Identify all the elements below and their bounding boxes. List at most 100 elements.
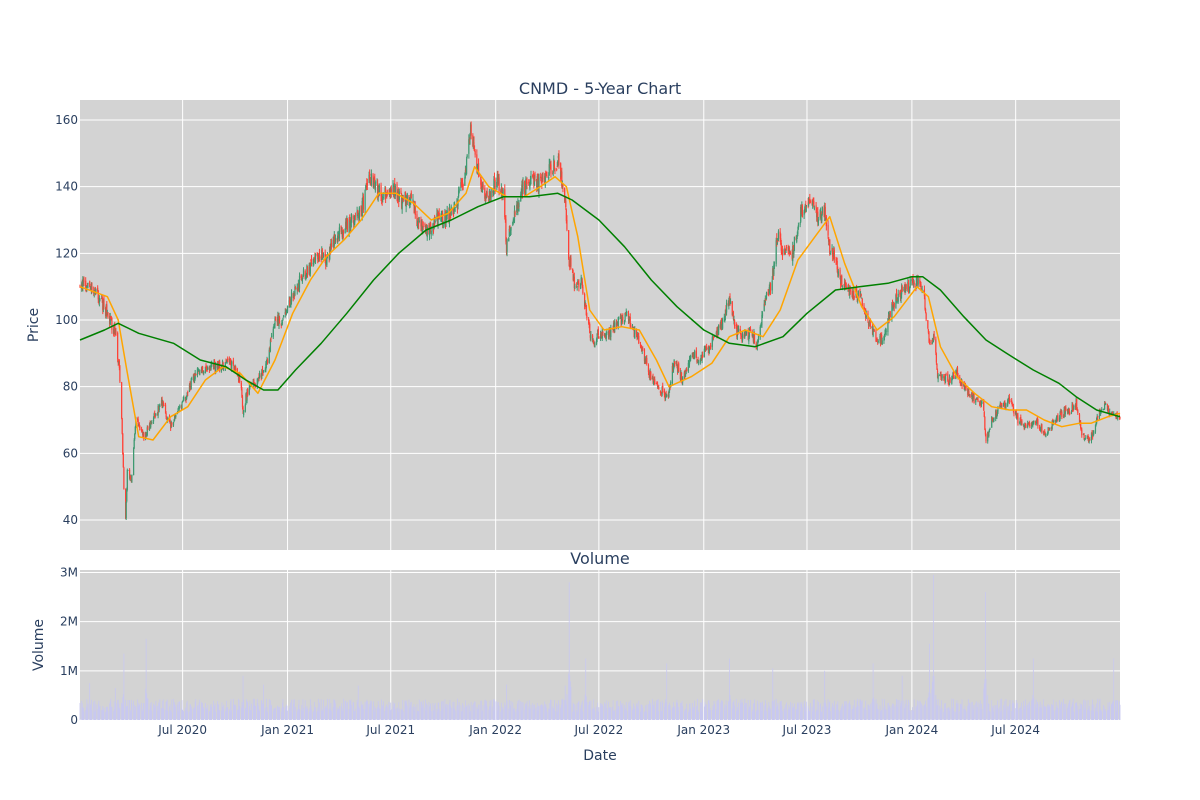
- chart-title: CNMD - 5-Year Chart: [519, 79, 681, 98]
- candle-body: [428, 229, 431, 236]
- volume-bar: [432, 703, 434, 720]
- volume-bar: [154, 706, 156, 720]
- candle-body: [853, 296, 855, 298]
- volume-bar: [660, 701, 661, 720]
- volume-bar: [157, 710, 159, 720]
- volume-bar: [448, 704, 450, 720]
- volume-bar: [641, 705, 643, 720]
- volume-bar: [953, 698, 954, 720]
- volume-bar: [877, 708, 879, 720]
- volume-bar: [983, 683, 985, 720]
- volume-bar: [1028, 708, 1030, 720]
- candle-body: [1027, 423, 1029, 424]
- volume-bar: [532, 703, 534, 720]
- volume-bar: [941, 708, 943, 720]
- volume-bar: [760, 703, 762, 720]
- volume-bar: [518, 710, 519, 720]
- volume-bar: [369, 706, 371, 720]
- volume-bar: [776, 705, 778, 720]
- volume-bar: [186, 702, 188, 720]
- volume-bar: [418, 699, 420, 720]
- candle-body: [469, 135, 471, 140]
- volume-bar: [239, 705, 241, 720]
- candle-body: [637, 335, 639, 339]
- volume-bar: [812, 711, 814, 720]
- volume-bar: [892, 709, 894, 720]
- candle-body: [789, 252, 792, 255]
- volume-bar: [206, 709, 208, 720]
- candle-body: [626, 312, 628, 314]
- price-y-tick-label: 140: [55, 180, 78, 194]
- candle-body: [941, 374, 943, 379]
- candle-body: [452, 208, 454, 211]
- volume-bar: [366, 699, 368, 720]
- volume-bar: [174, 702, 176, 720]
- candle-body: [1082, 433, 1085, 436]
- candle-body: [895, 294, 897, 309]
- candle-body: [691, 353, 693, 355]
- candle-body: [492, 190, 494, 196]
- volume-bar: [782, 710, 783, 720]
- volume-bar: [589, 709, 591, 720]
- volume-bar: [733, 700, 735, 720]
- volume-bar: [724, 704, 726, 720]
- candle-body: [434, 221, 436, 222]
- candle-body: [188, 384, 191, 392]
- candle-body: [480, 182, 483, 192]
- volume-bar: [705, 710, 707, 720]
- volume-bar: [278, 707, 279, 720]
- candle-body: [740, 336, 743, 338]
- volume-bar: [325, 705, 327, 720]
- candle-body: [501, 187, 503, 196]
- volume-bar: [1057, 708, 1059, 720]
- volume-bar: [357, 685, 359, 720]
- volume-bar: [201, 701, 202, 720]
- volume-bar: [657, 699, 658, 720]
- volume-bar: [1075, 703, 1077, 720]
- volume-bar: [669, 705, 671, 720]
- candle-body: [581, 279, 583, 281]
- volume-bar: [951, 708, 953, 720]
- candle-body: [529, 181, 532, 183]
- candle-body: [215, 363, 217, 372]
- candle-body: [164, 404, 167, 414]
- candle-body: [694, 351, 696, 358]
- candle-body: [1089, 439, 1091, 441]
- volume-bar: [772, 668, 774, 720]
- volume-bar: [522, 707, 523, 720]
- volume-bar: [159, 699, 161, 720]
- candle-body: [617, 317, 619, 327]
- candle-body: [1048, 427, 1050, 430]
- candle-body: [788, 247, 790, 255]
- volume-bar: [731, 708, 733, 720]
- volume-bar: [505, 705, 507, 720]
- volume-bar: [570, 686, 572, 720]
- volume-bar: [1067, 707, 1068, 720]
- volume-bar: [333, 699, 335, 720]
- volume-bar: [473, 703, 474, 720]
- volume-bar: [804, 700, 806, 720]
- candle-body: [1020, 417, 1022, 424]
- candle-body: [204, 366, 207, 374]
- volume-bar: [800, 711, 802, 720]
- candle-body: [1105, 403, 1107, 405]
- volume-bar: [215, 711, 217, 720]
- volume-bar: [609, 707, 611, 720]
- volume-bar: [171, 699, 173, 720]
- volume-bar: [864, 708, 865, 720]
- candle-body: [1072, 408, 1074, 411]
- volume-bar: [925, 700, 926, 720]
- candle-body: [89, 281, 91, 287]
- price-y-tick-label: 160: [55, 113, 78, 127]
- volume-bar: [538, 705, 540, 720]
- volume-bar: [161, 708, 162, 720]
- candle-body: [789, 251, 791, 253]
- volume-bar: [311, 709, 312, 720]
- volume-bar: [856, 706, 857, 720]
- volume-bar: [230, 698, 232, 720]
- volume-bar: [264, 707, 266, 720]
- candle-body: [832, 248, 834, 257]
- candle-body: [99, 298, 101, 300]
- volume-bar: [584, 694, 586, 720]
- candle-body: [314, 253, 317, 261]
